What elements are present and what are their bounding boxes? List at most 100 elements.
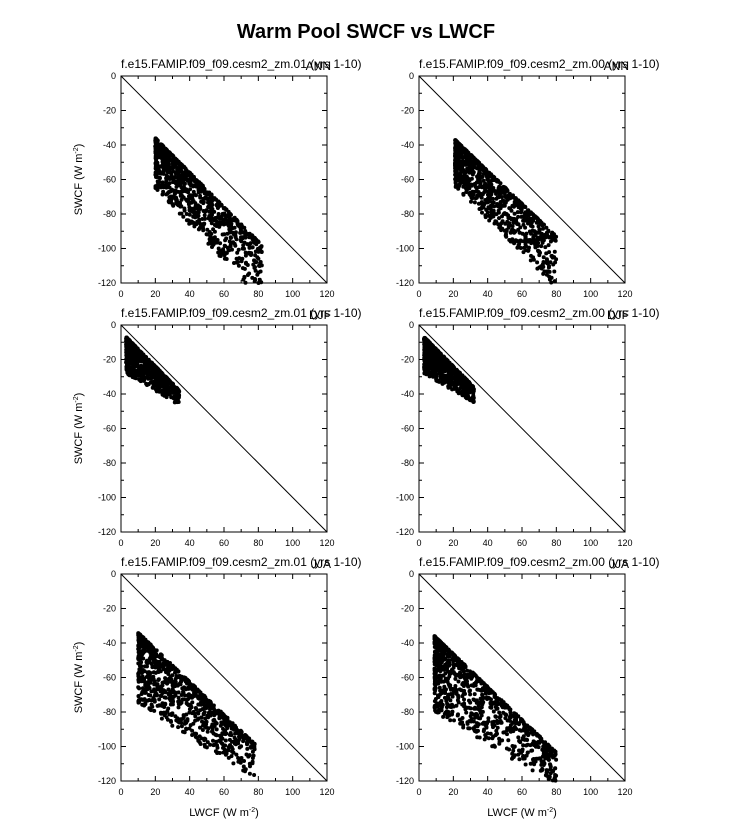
x-tick-label: 120 [319,538,334,548]
data-point [254,242,259,247]
y-tick-label: -40 [401,638,414,648]
data-point [208,218,213,223]
data-point [227,744,232,749]
data-point [527,219,532,224]
data-point [216,212,221,216]
data-point [489,210,494,215]
data-point [208,713,213,718]
y-tick-label: -80 [401,209,414,219]
data-point [139,352,144,357]
y-tick-label: 0 [409,569,414,579]
data-point [486,716,491,721]
data-point [182,181,187,186]
data-point [191,199,196,204]
x-tick-label: 0 [118,538,123,548]
y-tick-label: 0 [409,320,414,330]
figure-title: Warm Pool SWCF vs LWCF [237,21,495,43]
y-axis-label: SWCF (W m-2) [73,393,85,465]
data-point [223,238,228,243]
data-point [519,207,524,212]
data-point [163,676,168,681]
data-point [250,245,255,250]
data-point [454,150,459,155]
data-point [158,652,163,657]
data-point [482,189,487,194]
data-point [446,384,451,389]
data-point [188,695,193,700]
data-point [149,373,154,378]
data-point [225,213,230,218]
data-point [140,652,145,657]
data-point [547,250,552,255]
data-point [196,711,201,716]
data-point [499,228,504,233]
data-point [248,241,253,246]
data-point [220,713,225,718]
y-tick-label: -100 [98,742,116,752]
data-point [129,348,134,353]
data-point [205,232,210,237]
data-point [197,184,202,189]
data-point [548,260,553,265]
data-point [212,742,217,747]
x-tick-label: 60 [219,289,229,299]
x-tick-label: 40 [185,787,195,797]
data-point [163,183,168,188]
data-point [429,363,434,368]
data-point [246,232,251,236]
y-tick-label: -60 [401,175,414,185]
data-point [252,745,257,750]
data-point [215,223,220,228]
data-point [155,381,160,386]
data-point [209,724,214,729]
data-point [155,687,160,692]
data-point [448,718,453,723]
data-point [238,230,243,235]
y-tick-label: 0 [111,71,116,81]
data-point [209,221,214,226]
data-point [456,679,461,684]
data-point [544,272,549,277]
data-point [480,210,484,215]
x-tick-label: 60 [219,787,229,797]
data-point [139,692,144,696]
data-point [176,182,181,187]
data-point [132,365,137,370]
data-point [205,227,210,232]
data-point [259,280,264,285]
season-label: ANN [604,59,629,73]
data-point [552,249,557,254]
data-point [228,731,233,735]
y-axis-label: SWCF (W m-2) [73,144,85,216]
data-point [136,699,141,704]
data-point [227,239,232,244]
data-point [160,392,165,396]
data-point [173,677,178,682]
data-point [495,202,500,206]
data-point [203,744,207,749]
data-point [250,749,255,754]
data-point [457,153,462,158]
y-tick-label: 0 [111,320,116,330]
data-point [230,226,235,231]
x-axis-label: LWCF (W m-2) [189,807,259,819]
data-point [235,221,240,226]
data-point [523,235,528,239]
data-point [517,757,522,762]
x-axis-label-end: ) [255,807,259,819]
data-point [179,676,184,681]
y-tick-label: -60 [401,424,414,434]
y-axis-label-main: SWCF (W m [73,403,85,465]
data-point [523,213,528,218]
data-point [232,735,237,740]
data-point [143,640,148,645]
data-point [465,721,470,726]
data-point [150,380,155,385]
data-point [509,217,514,222]
data-point [206,241,211,246]
data-point [154,171,159,176]
data-point [164,715,169,720]
x-tick-label: 120 [617,538,632,548]
data-point [472,189,476,194]
data-point [141,377,146,382]
